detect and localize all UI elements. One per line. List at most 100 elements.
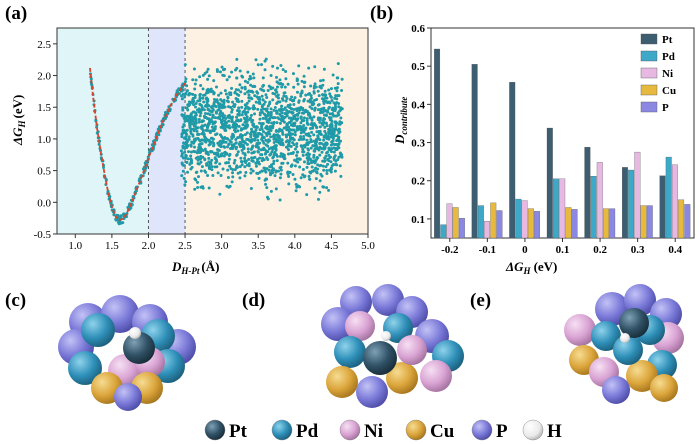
scatter-point — [310, 103, 314, 107]
scatter-point — [205, 100, 209, 104]
scatter-point — [246, 70, 250, 74]
scatter-point — [192, 67, 196, 71]
scatter-point — [251, 72, 255, 76]
scatter-point — [218, 162, 222, 166]
scatter-point — [286, 126, 290, 130]
scatter-point — [214, 105, 218, 109]
fit-curve — [89, 67, 186, 222]
scatter-point — [281, 143, 285, 147]
scatter-point — [301, 173, 305, 177]
atom-legend-ball-h — [522, 419, 544, 441]
scatter-point — [258, 156, 262, 160]
scatter-point — [210, 140, 214, 144]
scatter-point — [276, 100, 280, 104]
scatter-point — [249, 186, 253, 190]
scatter-point — [244, 112, 248, 116]
scatter-point — [185, 89, 189, 93]
x-tick-label: 2.5 — [178, 240, 192, 252]
scatter-point — [231, 171, 235, 175]
atom-legend-ball-pt — [204, 419, 226, 441]
scatter-point — [264, 151, 268, 155]
scatter-point — [193, 82, 197, 86]
scatter-point — [229, 140, 233, 144]
legend-label-ni: Ni — [662, 68, 673, 80]
scatter-point — [225, 121, 229, 125]
scatter-point — [297, 64, 301, 68]
panel-label-a: (a) — [5, 3, 27, 24]
scatter-point — [313, 186, 317, 190]
scatter-point — [181, 108, 185, 112]
scatter-point — [318, 129, 322, 133]
scatter-point — [214, 111, 218, 115]
scatter-point — [267, 138, 271, 142]
scatter-point — [327, 159, 331, 163]
scatter-point — [211, 90, 215, 94]
scatter-point — [197, 138, 201, 142]
scatter-point — [220, 135, 224, 139]
scatter-point — [264, 117, 268, 121]
scatter-point — [213, 151, 217, 155]
scatter-point — [328, 92, 332, 96]
scatter-point — [337, 105, 341, 109]
scatter-point — [268, 132, 272, 136]
scatter-point — [243, 103, 247, 107]
scatter-point — [183, 183, 187, 187]
scatter-point — [280, 138, 284, 142]
atom-legend-ball-ni — [339, 419, 361, 441]
scatter-point — [238, 140, 242, 144]
scatter-point — [275, 159, 279, 163]
scatter-point — [296, 82, 300, 86]
scatter-point — [180, 89, 184, 93]
scatter-point — [193, 124, 197, 128]
scatter-point — [198, 75, 202, 79]
atom-legend: Pt Pd Ni Cu P H — [204, 419, 562, 442]
scatter-point — [263, 68, 267, 72]
scatter-point — [287, 148, 291, 152]
scatter-point — [310, 118, 314, 122]
scatter-point — [230, 108, 234, 112]
scatter-point — [337, 142, 341, 146]
bar-p — [571, 209, 578, 239]
scatter-point — [312, 159, 316, 163]
scatter-point — [191, 78, 195, 82]
scatter-point — [319, 107, 323, 111]
scatter-point — [316, 108, 320, 112]
scatter-point — [201, 124, 205, 128]
scatter-point — [207, 156, 211, 160]
scatter-point — [297, 138, 301, 142]
scatter-point — [222, 140, 226, 144]
scatter-point — [325, 169, 329, 173]
scatter-point — [227, 105, 231, 109]
scatter-point — [316, 89, 320, 93]
scatter-point — [338, 122, 342, 126]
scatter-point — [213, 157, 217, 161]
scatter-point — [257, 99, 261, 103]
scatter-point — [273, 174, 277, 178]
scatter-point — [234, 137, 238, 141]
scatter-point — [319, 79, 323, 83]
scatter-point — [243, 153, 247, 157]
atom-legend-label-pd: Pd — [296, 421, 319, 442]
scatter-point — [183, 80, 187, 84]
scatter-point — [211, 174, 215, 178]
scatter-point — [277, 117, 281, 121]
scatter-point — [189, 127, 193, 131]
scatter-point — [222, 126, 226, 130]
scatter-point — [309, 84, 313, 88]
scatter-point — [222, 68, 226, 72]
scatter-point — [181, 156, 185, 160]
bar-pt — [509, 82, 516, 239]
scatter-point — [260, 122, 264, 126]
scatter-point — [251, 159, 255, 163]
scatter-point — [240, 136, 244, 140]
scatter-point — [218, 70, 222, 74]
scatter-point — [320, 147, 324, 151]
scatter-point — [299, 115, 303, 119]
scatter-point — [327, 115, 331, 119]
scatter-point — [322, 145, 326, 149]
scatter-point — [199, 157, 203, 161]
scatter-point — [235, 153, 239, 157]
scatter-point — [311, 144, 315, 148]
scatter-point — [272, 159, 276, 163]
scatter-point — [228, 126, 232, 130]
